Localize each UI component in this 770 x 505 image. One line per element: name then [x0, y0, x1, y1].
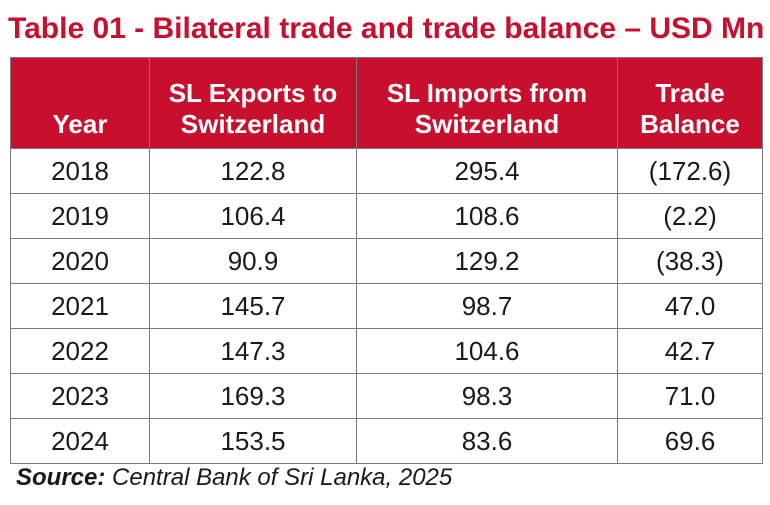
- year-cell: 2022: [10, 328, 150, 374]
- table-row: 2024 153.5 83.6 69.6: [10, 418, 763, 464]
- table-header: Year SL Exports to Switzerland SL Import…: [10, 57, 763, 149]
- year-cell: 2020: [10, 238, 150, 284]
- imports-cell: 83.6: [356, 418, 618, 464]
- trade-balance-cell: 42.7: [617, 328, 763, 374]
- column-header-exports: SL Exports to Switzerland: [149, 57, 357, 149]
- column-header-trade-balance: Trade Balance: [617, 57, 763, 149]
- trade-table: Year SL Exports to Switzerland SL Import…: [10, 57, 763, 464]
- year-cell: 2023: [10, 373, 150, 419]
- exports-cell: 169.3: [149, 373, 357, 419]
- trade-balance-cell: 69.6: [617, 418, 763, 464]
- trade-balance-cell: (172.6): [617, 148, 763, 194]
- exports-cell: 145.7: [149, 283, 357, 329]
- table-title: Table 01 - Bilateral trade and trade bal…: [8, 12, 765, 45]
- source-label: Source:: [16, 464, 106, 491]
- table-body: 2018 122.8 295.4 (172.6) 2019 106.4 108.6 (2.2)…: [10, 148, 763, 464]
- imports-cell: 295.4: [356, 148, 618, 194]
- column-header-imports: SL Imports from Switzerland: [356, 57, 618, 149]
- source-text: Central Bank of Sri Lanka, 2025: [105, 464, 453, 491]
- header-row: Year SL Exports to Switzerland SL Import…: [10, 57, 763, 149]
- exports-cell: 90.9: [149, 238, 357, 284]
- exports-cell: 153.5: [149, 418, 357, 464]
- table-row: 2022 147.3 104.6 42.7: [10, 328, 763, 374]
- trade-balance-cell: 47.0: [617, 283, 763, 329]
- trade-balance-cell: (2.2): [617, 193, 763, 239]
- year-cell: 2021: [10, 283, 150, 329]
- trade-balance-cell: (38.3): [617, 238, 763, 284]
- table-row: 2019 106.4 108.6 (2.2): [10, 193, 763, 239]
- source-note: Source: Central Bank of Sri Lanka, 2025: [16, 464, 452, 492]
- table-row: 2021 145.7 98.7 47.0: [10, 283, 763, 329]
- column-header-year: Year: [10, 57, 150, 149]
- imports-cell: 104.6: [356, 328, 618, 374]
- imports-cell: 98.7: [356, 283, 618, 329]
- year-cell: 2024: [10, 418, 150, 464]
- table-row: 2018 122.8 295.4 (172.6): [10, 148, 763, 194]
- trade-balance-cell: 71.0: [617, 373, 763, 419]
- imports-cell: 108.6: [356, 193, 618, 239]
- year-cell: 2019: [10, 193, 150, 239]
- exports-cell: 147.3: [149, 328, 357, 374]
- imports-cell: 129.2: [356, 238, 618, 284]
- exports-cell: 122.8: [149, 148, 357, 194]
- table-row: 2020 90.9 129.2 (38.3): [10, 238, 763, 284]
- table-row: 2023 169.3 98.3 71.0: [10, 373, 763, 419]
- exports-cell: 106.4: [149, 193, 357, 239]
- imports-cell: 98.3: [356, 373, 618, 419]
- year-cell: 2018: [10, 148, 150, 194]
